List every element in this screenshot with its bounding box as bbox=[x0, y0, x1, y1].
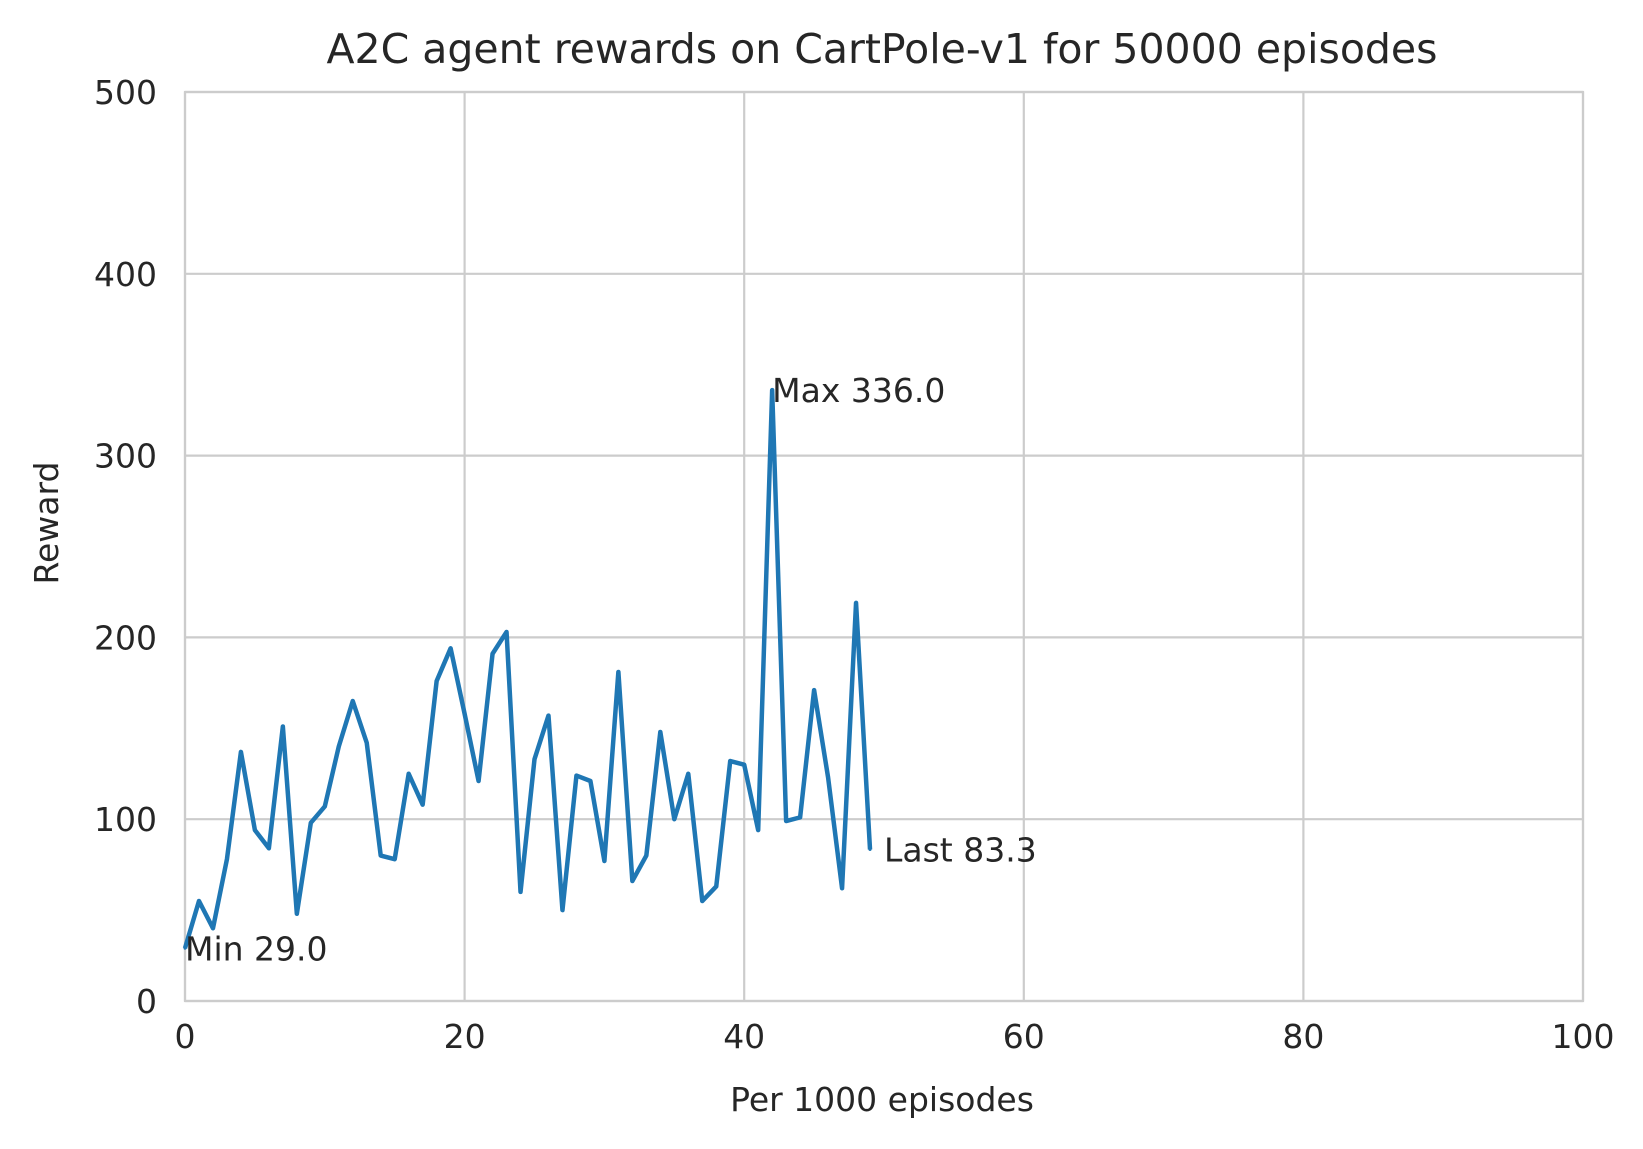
reward-data-point bbox=[728, 759, 732, 763]
reward-data-point bbox=[463, 712, 467, 716]
reward-data-point bbox=[854, 601, 858, 605]
annotation-label: Max 336.0 bbox=[772, 371, 945, 410]
y-tick-label: 200 bbox=[94, 618, 157, 657]
reward-data-point bbox=[840, 886, 844, 890]
reward-data-point bbox=[365, 741, 369, 745]
reward-data-point bbox=[351, 699, 355, 703]
reward-data-point bbox=[407, 772, 411, 776]
reward-data-point bbox=[337, 744, 341, 748]
reward-data-point bbox=[784, 819, 788, 823]
reward-data-point bbox=[574, 774, 578, 778]
reward-data-point bbox=[868, 848, 872, 852]
reward-data-point bbox=[798, 815, 802, 819]
y-tick-label: 0 bbox=[136, 982, 157, 1021]
y-tick-label: 400 bbox=[94, 255, 157, 294]
reward-data-point bbox=[393, 857, 397, 861]
reward-series-line bbox=[182, 387, 873, 949]
x-tick-label: 100 bbox=[1552, 1017, 1615, 1056]
x-tick-label: 0 bbox=[175, 1017, 196, 1056]
reward-data-point bbox=[700, 899, 704, 903]
reward-data-point bbox=[686, 772, 690, 776]
reward-data-point bbox=[225, 857, 229, 861]
reward-data-point bbox=[435, 679, 439, 683]
reward-data-point bbox=[560, 908, 564, 912]
annotation-layer: Min 29.0 Max 336.0 Last 83.3 bbox=[185, 371, 1037, 968]
reward-data-point bbox=[546, 714, 550, 718]
reward-data-point bbox=[630, 879, 634, 883]
plot-frame bbox=[183, 90, 1585, 1003]
reward-data-point bbox=[644, 854, 648, 858]
reward-data-point bbox=[519, 890, 523, 894]
reward-data-point bbox=[477, 779, 481, 783]
reward-data-point bbox=[183, 946, 187, 950]
y-axis-label: Reward bbox=[27, 462, 66, 585]
reward-data-point bbox=[714, 884, 718, 888]
reward-data-point bbox=[267, 846, 271, 850]
reward-data-point bbox=[672, 817, 676, 821]
y-tick-labels: 0 100 200 300 400 500 bbox=[94, 73, 157, 1021]
x-tick-label: 40 bbox=[723, 1017, 765, 1056]
x-tick-labels: 0 20 40 60 80 100 bbox=[175, 1017, 1615, 1056]
y-tick-label: 100 bbox=[94, 800, 157, 839]
y-tick-label: 500 bbox=[94, 73, 157, 112]
reward-data-point bbox=[211, 926, 215, 930]
reward-data-point bbox=[756, 828, 760, 832]
reward-data-point bbox=[421, 803, 425, 807]
annotation-label: Last 83.3 bbox=[884, 831, 1037, 870]
reward-data-point bbox=[616, 670, 620, 674]
x-tick-label: 80 bbox=[1282, 1017, 1324, 1056]
reward-data-point bbox=[253, 828, 257, 832]
chart-title: A2C agent rewards on CartPole-v1 for 500… bbox=[326, 25, 1437, 73]
reward-data-point bbox=[295, 912, 299, 916]
reward-data-point bbox=[533, 757, 536, 761]
reward-data-point bbox=[379, 854, 383, 858]
reward-data-point bbox=[281, 724, 285, 728]
series-layer bbox=[182, 387, 873, 950]
reward-data-point bbox=[239, 750, 243, 754]
reward-data-point bbox=[449, 646, 453, 650]
reward-data-point bbox=[588, 779, 592, 783]
reward-data-point bbox=[812, 688, 816, 692]
annotation-label: Min 29.0 bbox=[185, 929, 328, 968]
reward-data-point bbox=[505, 630, 509, 634]
reward-data-point bbox=[658, 730, 662, 734]
x-axis-label: Per 1000 episodes bbox=[730, 1080, 1034, 1119]
x-tick-label: 60 bbox=[1003, 1017, 1045, 1056]
reward-data-point bbox=[309, 821, 313, 825]
reward-data-point bbox=[491, 652, 495, 656]
reward-data-point bbox=[323, 804, 327, 808]
reward-data-point bbox=[197, 899, 201, 903]
reward-data-point bbox=[770, 388, 774, 392]
y-tick-label: 300 bbox=[94, 437, 157, 476]
reward-data-point bbox=[826, 775, 830, 779]
reward-data-point bbox=[742, 763, 746, 767]
x-tick-label: 20 bbox=[444, 1017, 486, 1056]
reward-data-point bbox=[602, 859, 606, 863]
